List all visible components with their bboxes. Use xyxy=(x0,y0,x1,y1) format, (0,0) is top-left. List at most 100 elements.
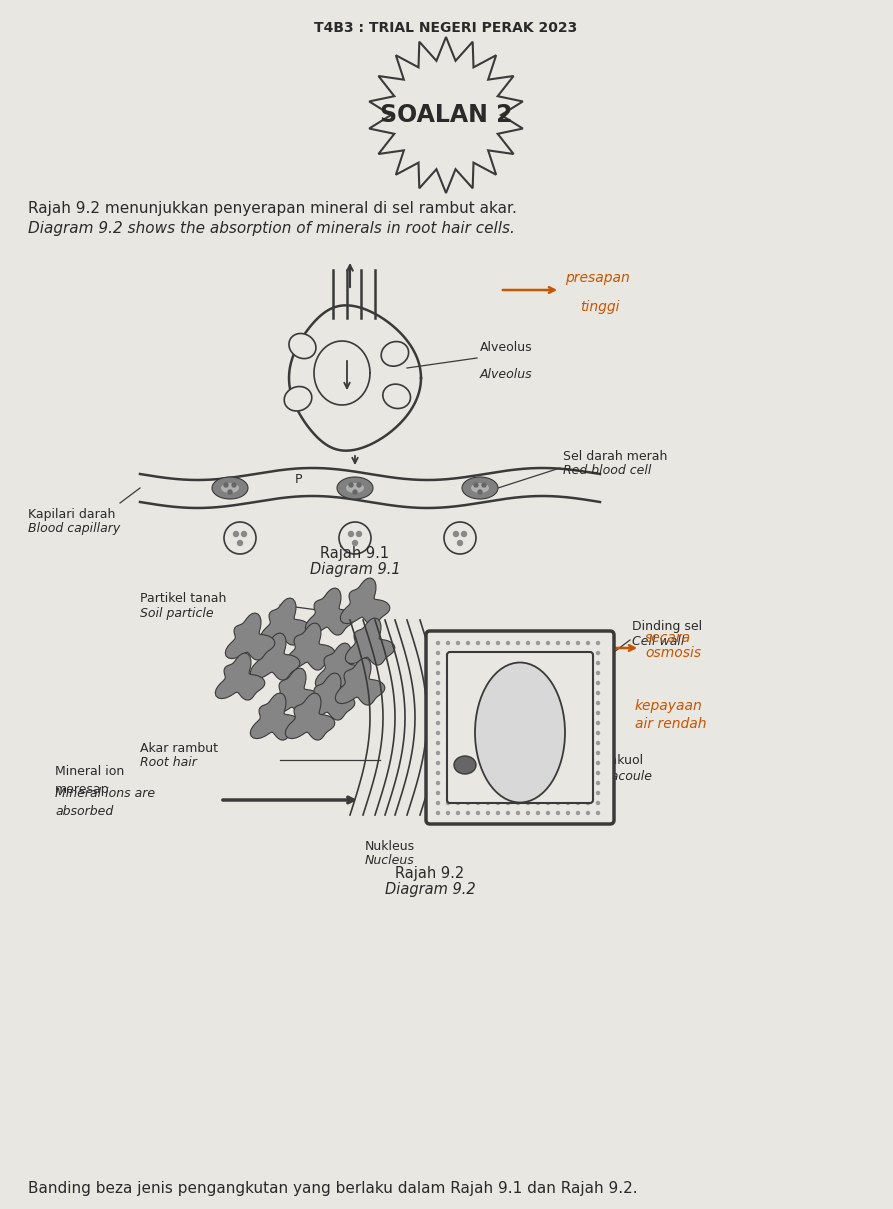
Ellipse shape xyxy=(337,478,373,499)
Circle shape xyxy=(587,811,589,815)
Circle shape xyxy=(516,811,520,815)
Circle shape xyxy=(497,802,499,804)
Circle shape xyxy=(527,811,530,815)
Circle shape xyxy=(597,722,599,724)
Ellipse shape xyxy=(381,341,409,366)
Circle shape xyxy=(516,802,520,804)
Text: Diagram 9.2 shows the absorption of minerals in root hair cells.: Diagram 9.2 shows the absorption of mine… xyxy=(28,220,515,236)
Circle shape xyxy=(597,701,599,705)
Circle shape xyxy=(587,802,589,804)
Circle shape xyxy=(597,712,599,715)
Text: osmosis: osmosis xyxy=(645,646,701,660)
Circle shape xyxy=(537,642,539,644)
Ellipse shape xyxy=(475,663,565,803)
Circle shape xyxy=(437,811,439,815)
Polygon shape xyxy=(215,653,265,700)
Circle shape xyxy=(597,671,599,675)
Circle shape xyxy=(537,811,539,815)
Ellipse shape xyxy=(462,478,498,499)
Text: Kapilari darah: Kapilari darah xyxy=(28,508,115,521)
Circle shape xyxy=(457,540,463,545)
Circle shape xyxy=(587,642,589,644)
Circle shape xyxy=(527,642,530,644)
Ellipse shape xyxy=(454,756,476,774)
Circle shape xyxy=(437,642,439,644)
Text: Cell wall: Cell wall xyxy=(632,635,684,648)
Circle shape xyxy=(437,652,439,654)
Polygon shape xyxy=(305,673,355,721)
Circle shape xyxy=(437,731,439,735)
Circle shape xyxy=(477,802,480,804)
Circle shape xyxy=(241,532,246,537)
Circle shape xyxy=(547,811,549,815)
Circle shape xyxy=(487,802,489,804)
Circle shape xyxy=(224,522,256,554)
Circle shape xyxy=(537,802,539,804)
Circle shape xyxy=(556,642,560,644)
Ellipse shape xyxy=(471,484,489,493)
Circle shape xyxy=(437,741,439,745)
FancyBboxPatch shape xyxy=(447,652,593,803)
Circle shape xyxy=(577,642,580,644)
Circle shape xyxy=(506,642,510,644)
Polygon shape xyxy=(305,588,355,635)
Circle shape xyxy=(466,811,470,815)
Text: Alveolus: Alveolus xyxy=(480,368,532,381)
Circle shape xyxy=(446,642,449,644)
Circle shape xyxy=(477,811,480,815)
Text: SOALAN 2: SOALAN 2 xyxy=(380,103,513,127)
Circle shape xyxy=(597,661,599,665)
Circle shape xyxy=(497,811,499,815)
Polygon shape xyxy=(285,623,335,670)
Circle shape xyxy=(516,642,520,644)
Text: Root hair: Root hair xyxy=(140,756,196,769)
Ellipse shape xyxy=(346,484,364,493)
Circle shape xyxy=(437,752,439,754)
Text: Soil particle: Soil particle xyxy=(140,607,213,620)
Text: Sel darah merah: Sel darah merah xyxy=(563,450,667,463)
Circle shape xyxy=(238,540,243,545)
Circle shape xyxy=(466,802,470,804)
Circle shape xyxy=(349,484,353,487)
Circle shape xyxy=(477,642,480,644)
Polygon shape xyxy=(250,693,300,740)
Circle shape xyxy=(437,802,439,804)
Text: Rajah 9.2 menunjukkan penyerapan mineral di sel rambut akar.: Rajah 9.2 menunjukkan penyerapan mineral… xyxy=(28,201,517,215)
Circle shape xyxy=(527,802,530,804)
Circle shape xyxy=(482,484,486,487)
Circle shape xyxy=(597,652,599,654)
Text: Mineral ion
meresap: Mineral ion meresap xyxy=(55,765,124,796)
Circle shape xyxy=(446,811,449,815)
Circle shape xyxy=(456,811,460,815)
Circle shape xyxy=(506,811,510,815)
Text: air rendah: air rendah xyxy=(635,717,706,731)
Polygon shape xyxy=(346,618,395,665)
Circle shape xyxy=(437,661,439,665)
Circle shape xyxy=(597,792,599,794)
Circle shape xyxy=(597,771,599,775)
Circle shape xyxy=(339,522,371,554)
Circle shape xyxy=(437,762,439,764)
Text: tinggi: tinggi xyxy=(580,300,620,314)
Circle shape xyxy=(353,540,357,545)
Text: Diagram 9.1: Diagram 9.1 xyxy=(310,562,400,577)
Circle shape xyxy=(454,532,458,537)
Polygon shape xyxy=(369,37,522,193)
Circle shape xyxy=(597,642,599,644)
Circle shape xyxy=(478,490,482,494)
Circle shape xyxy=(353,490,357,494)
Circle shape xyxy=(577,802,580,804)
Text: Vacoule: Vacoule xyxy=(603,769,652,782)
Circle shape xyxy=(556,811,560,815)
Circle shape xyxy=(497,642,499,644)
Circle shape xyxy=(487,811,489,815)
Circle shape xyxy=(566,811,570,815)
Text: Nukleus: Nukleus xyxy=(365,840,415,854)
Circle shape xyxy=(566,642,570,644)
Circle shape xyxy=(228,490,232,494)
Text: Blood capillary: Blood capillary xyxy=(28,522,121,536)
Circle shape xyxy=(437,682,439,684)
Ellipse shape xyxy=(289,334,316,359)
Circle shape xyxy=(437,701,439,705)
Circle shape xyxy=(487,642,489,644)
